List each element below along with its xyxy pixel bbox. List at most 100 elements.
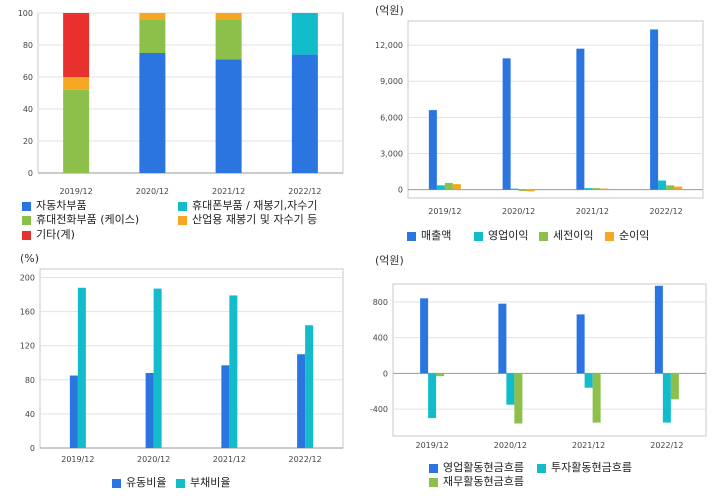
bar [436, 185, 445, 190]
y-tick-label: 40 [25, 410, 35, 419]
bar-segment [139, 53, 166, 173]
chart-panel-income: (억원) 0 3,000 6,000 9,000 12,000 2019/12 2020/1… [365, 0, 720, 250]
legend-swatch [178, 215, 187, 225]
legend-label: 세전이익 [553, 229, 594, 242]
x-tick-label: 2020/12 [494, 441, 527, 450]
y-tick-label: 9,000 [380, 77, 403, 86]
y-tick-label: 60 [23, 73, 33, 82]
legend-item[interactable]: 유동비율 [112, 477, 166, 489]
legend: 유동비율 부채비율 [0, 250, 360, 496]
legend-item[interactable]: 매출액 [407, 230, 451, 242]
product-mix-chart: 0 20 40 60 80 100 2019/12 2020/12 2021/12 2022/12 [18, 9, 344, 196]
legend-item[interactable]: 기타(계) [22, 229, 75, 241]
cashflow-chart: -400 0 400 800 2019/12 2020/12 2021/12 2022/12 [370, 283, 707, 450]
y-tick-label: 12,000 [375, 41, 403, 50]
legend-item[interactable]: 순이익 [605, 230, 649, 242]
y-tick-label: 80 [25, 376, 35, 385]
x-tick-label: 2019/12 [428, 207, 461, 216]
chart-panel-product-mix: 0 20 40 60 80 100 2019/12 2020/12 2021/12 2022/12… [0, 0, 360, 250]
legend: 영업활동현금흐름 투자활동현금흐름 재무활동현금흐름 [365, 250, 720, 496]
legend-label: 자동차부품 [36, 199, 87, 212]
y-tick-label: 3,000 [380, 149, 403, 158]
chart-panel-cashflow: (억원) -400 0 400 800 2019/12 2020/12 2021/12 202… [365, 250, 720, 496]
legend-label: 기타(계) [36, 228, 75, 241]
y-tick-label: 40 [23, 105, 33, 114]
x-tick-label: 2021/12 [212, 187, 245, 196]
legend-item[interactable]: 산업용 재봉기 및 자수기 등 [178, 214, 317, 226]
x-tick-label: 2019/12 [60, 187, 93, 196]
legend: 매출액 영업이익 세전이익 순이익 [365, 0, 720, 250]
bar [420, 298, 429, 374]
bar [502, 58, 511, 190]
legend-item[interactable]: 자동차부품 [22, 200, 87, 212]
y-tick-label: 20 [23, 137, 33, 146]
y-tick-label: 6,000 [380, 113, 403, 122]
x-tick-label: 2020/12 [502, 207, 535, 216]
legend-item[interactable]: 영업이익 [474, 230, 528, 242]
legend-label: 재무활동현금흐름 [443, 475, 524, 488]
bar [592, 188, 601, 190]
plot-area [392, 283, 707, 437]
income-chart: 0 3,000 6,000 9,000 12,000 2019/12 2020/12 2021… [375, 20, 704, 216]
bar [77, 287, 86, 448]
plot-area [39, 268, 344, 449]
bar [506, 373, 515, 405]
legend-label: 산업용 재봉기 및 자수기 등 [192, 213, 318, 226]
legend-swatch [112, 478, 121, 488]
x-tick-label: 2022/12 [288, 187, 321, 196]
legend-item[interactable]: 부채비율 [176, 477, 230, 489]
legend-swatch [178, 201, 187, 211]
legend-swatch [22, 215, 31, 225]
bar [428, 110, 437, 190]
y-tick-label: 120 [20, 342, 35, 351]
bar [297, 354, 306, 448]
chart-panel-ratios: (%) 0 40 80 120 160 200 2019/12 2020/12 2021/12 2… [0, 250, 360, 496]
bar-segment [291, 13, 318, 55]
unit-label: (억원) [375, 254, 404, 267]
bar [145, 372, 154, 448]
bar [305, 325, 314, 448]
y-tick-label: 800 [373, 298, 388, 307]
y-tick-label: 200 [20, 274, 35, 283]
bar [584, 373, 593, 388]
bar-segment [63, 89, 90, 173]
legend-label: 유동비율 [126, 476, 167, 489]
legend: 자동차부품 휴대폰부품 / 재봉기,자수기 휴대전화부품 (케이스) 산업용 재… [0, 0, 360, 250]
legend-item[interactable]: 세전이익 [539, 230, 593, 242]
bar [584, 188, 593, 190]
bar [510, 188, 519, 190]
x-tick-label: 2022/12 [650, 441, 683, 450]
legend-item[interactable]: 투자활동현금흐름 [537, 462, 632, 474]
legend-item[interactable]: 휴대전화부품 (케이스) [22, 214, 139, 226]
bar [674, 186, 683, 190]
ratio-chart: 0 40 80 120 160 200 2019/12 2020/12 2021/12 2022/… [20, 268, 344, 464]
legend-item[interactable]: 영업활동현금흐름 [429, 462, 524, 474]
bar [650, 29, 659, 190]
x-tick-label: 2020/12 [136, 187, 169, 196]
x-tick-label: 2021/12 [572, 441, 605, 450]
bar [452, 184, 461, 190]
legend-swatch [176, 478, 185, 488]
bar [662, 373, 671, 423]
legend-label: 부채비율 [190, 476, 231, 489]
bar [498, 303, 507, 374]
legend-swatch [429, 477, 438, 487]
legend-swatch [539, 231, 548, 241]
bar [444, 182, 453, 190]
bar [153, 288, 162, 448]
y-tick-label: 0 [383, 369, 388, 378]
y-tick-label: 0 [30, 444, 35, 453]
legend-item[interactable]: 휴대폰부품 / 재봉기,자수기 [178, 200, 318, 212]
bar-segment [215, 19, 242, 60]
y-tick-label: 160 [20, 308, 35, 317]
bar [69, 375, 78, 448]
x-tick-label: 2021/12 [213, 455, 246, 464]
legend-item[interactable]: 재무활동현금흐름 [429, 476, 524, 488]
y-tick-label: 100 [18, 9, 33, 18]
bar-segment [291, 54, 318, 173]
bar [526, 189, 535, 192]
bar [428, 373, 437, 419]
legend-swatch [605, 231, 614, 241]
legend-swatch [537, 463, 546, 473]
x-tick-label: 2019/12 [61, 455, 94, 464]
